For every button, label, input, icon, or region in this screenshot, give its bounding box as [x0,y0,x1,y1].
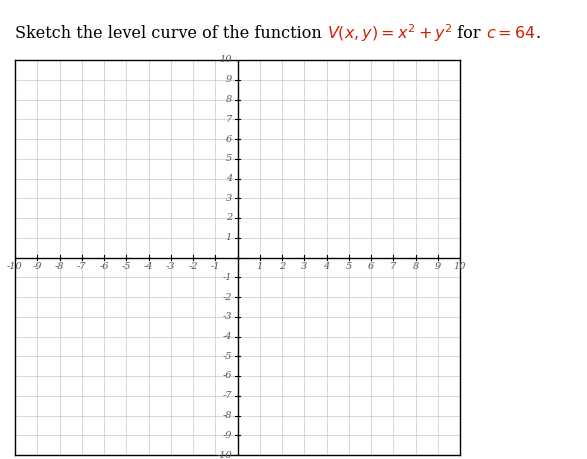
Text: 5: 5 [225,154,232,163]
Text: -8: -8 [55,263,64,271]
Text: -2: -2 [188,263,198,271]
Text: -7: -7 [77,263,86,271]
Text: 10: 10 [454,263,466,271]
Text: -5: -5 [122,263,131,271]
Text: Sketch the level curve of the function: Sketch the level curve of the function [15,24,326,41]
Text: -4: -4 [222,332,232,341]
Text: -9: -9 [32,263,42,271]
Text: 1: 1 [225,233,232,242]
Text: 7: 7 [390,263,396,271]
Text: 4: 4 [323,263,330,271]
Text: -2: -2 [222,292,232,302]
Text: -3: -3 [166,263,176,271]
Text: $c = 64$: $c = 64$ [486,24,536,41]
Text: -10: -10 [216,450,232,459]
Text: -6: -6 [222,371,232,381]
Text: 8: 8 [225,95,232,104]
Text: 2: 2 [279,263,285,271]
Text: 9: 9 [225,75,232,84]
Text: 3: 3 [225,194,232,203]
Text: 6: 6 [225,134,232,144]
Text: -1: -1 [211,263,220,271]
Text: 7: 7 [225,115,232,124]
Text: 4: 4 [225,174,232,183]
Text: 9: 9 [434,263,441,271]
Text: -10: -10 [7,263,23,271]
Text: $V(x, y) = x^2 + y^2$: $V(x, y) = x^2 + y^2$ [326,22,453,44]
Text: -5: -5 [222,352,232,361]
Text: .: . [536,24,541,41]
Text: 6: 6 [368,263,374,271]
Text: for: for [453,24,486,41]
Text: -7: -7 [222,391,232,400]
Text: -9: -9 [222,431,232,440]
Text: -8: -8 [222,411,232,420]
Text: 5: 5 [346,263,352,271]
Text: -4: -4 [144,263,153,271]
Text: 1: 1 [257,263,263,271]
Text: 2: 2 [225,213,232,223]
Text: 8: 8 [413,263,419,271]
Text: 10: 10 [220,56,232,65]
Text: -6: -6 [99,263,109,271]
Text: 3: 3 [301,263,308,271]
Text: -1: -1 [222,273,232,282]
Text: -3: -3 [222,312,232,321]
